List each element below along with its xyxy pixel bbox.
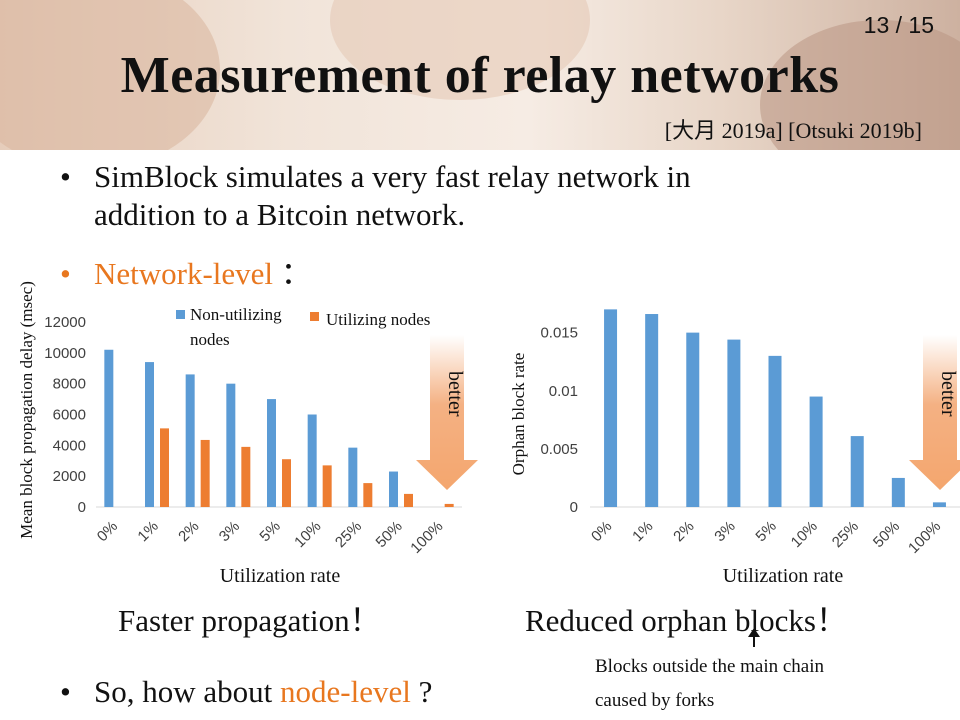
x-tick-label: 25%: [829, 518, 862, 551]
bullet-text: Network-level ：: [94, 255, 312, 293]
bar-0%: [604, 309, 618, 507]
bar-1%: [160, 428, 169, 507]
bar-25%: [348, 447, 358, 507]
note-line-2: caused by forks: [595, 690, 715, 711]
citation: [大月 2019a] [Otsuki 2019b]: [664, 118, 922, 143]
bar-5%: [768, 355, 782, 507]
bar-5%: [267, 399, 276, 507]
y-tick-label: 10000: [44, 345, 86, 362]
x-tick-label: 0%: [94, 518, 121, 545]
note-line-1: Blocks outside the main chain: [595, 656, 825, 677]
x-tick-label: 5%: [752, 518, 779, 545]
y-tick-label: 0.015: [540, 325, 578, 342]
colon: ：: [280, 256, 312, 291]
y-tick-label: 0: [78, 499, 86, 516]
bar-1%: [645, 314, 659, 507]
x-axis-label: Utilization rate: [723, 565, 844, 587]
pointer-head: [748, 628, 760, 637]
x-tick-label: 1%: [629, 518, 656, 545]
bar-50%: [891, 477, 905, 507]
bar-25%: [363, 483, 373, 507]
better-label: better: [444, 371, 466, 417]
caption-reduced-orphan: Reduced orphan blocks！: [525, 603, 847, 638]
y-tick-label: 6000: [53, 407, 86, 424]
bar-10%: [307, 414, 317, 507]
bullet-line-1: SimBlock simulates a very fast relay net…: [94, 159, 691, 194]
better-label: better: [937, 371, 959, 417]
so-how-about: So, how about: [94, 674, 273, 709]
y-tick-label: 8000: [53, 376, 86, 393]
legend-label-non-utilizing: Non-utilizing: [190, 305, 282, 324]
x-tick-label: 3%: [711, 518, 738, 545]
page-number: 13 / 15: [863, 12, 934, 38]
x-tick-label: 100%: [905, 518, 944, 557]
x-tick-label: 5%: [256, 518, 283, 545]
x-tick-label: 10%: [291, 518, 324, 551]
x-tick-label: 10%: [788, 518, 821, 551]
legend-swatch-non-utilizing: [176, 310, 185, 319]
bullet-dot: •: [60, 674, 71, 709]
better-arrow: [909, 335, 960, 490]
bar-3%: [727, 339, 741, 507]
y-tick-label: 4000: [53, 437, 86, 454]
bar-0%: [104, 349, 114, 507]
y-axis-label: Mean block propagation delay (msec): [17, 281, 36, 539]
x-tick-label: 50%: [870, 518, 903, 551]
bar-5%: [282, 459, 291, 507]
node-level-label: node-level: [280, 674, 411, 709]
x-tick-label: 100%: [407, 518, 446, 557]
bullet-dot: •: [60, 256, 71, 291]
map-shading: [0, 0, 220, 150]
bar-2%: [200, 439, 210, 507]
legend-label-utilizing: Utilizing nodes: [326, 310, 430, 329]
chart-propagation-delay: 0 2000 4000 6000 8000 10000 12000 0% 1% 2% 3% 5% 10%…: [17, 281, 478, 587]
y-axis-label: Orphan block rate: [509, 353, 528, 476]
bullet-dot: •: [60, 159, 71, 194]
chart-orphan-rate: 0 0.005 0.01 0.015 0% 1% 2% 3% 5% 10% 25% 50% 100% Ut…: [509, 309, 960, 587]
bullet-text: So, how about node-level ?: [94, 673, 432, 711]
header-background: [0, 0, 960, 150]
bar-1%: [145, 362, 154, 507]
y-tick-label: 2000: [53, 468, 86, 485]
bar-100%: [932, 502, 946, 507]
bullet-line-2: addition to a Bitcoin network.: [94, 197, 466, 232]
orphan-pointer-arrow: [748, 628, 760, 647]
bar-50%: [389, 471, 398, 507]
bar-2%: [185, 374, 195, 507]
x-tick-label: 2%: [175, 518, 202, 545]
legend-swatch-utilizing: [310, 312, 319, 321]
y-tick-label: 0.01: [549, 383, 578, 400]
x-tick-label: 3%: [216, 518, 243, 545]
x-tick-label: 50%: [373, 518, 406, 551]
bar-10%: [322, 465, 332, 507]
slide-title: Measurement of relay networks: [120, 47, 840, 104]
bar-25%: [850, 436, 864, 507]
y-tick-label: 0: [570, 499, 578, 516]
y-tick-label: 12000: [44, 314, 86, 331]
network-level-label: Network-level: [94, 256, 274, 291]
caption-faster-propagation: Faster propagation！: [118, 603, 381, 638]
bar-10%: [809, 396, 823, 507]
bar-50%: [404, 493, 413, 507]
x-tick-label: 2%: [670, 518, 697, 545]
x-axis-label: Utilization rate: [220, 565, 341, 587]
better-arrow: [416, 335, 478, 490]
y-tick-label: 0.005: [540, 441, 578, 458]
bar-100%: [444, 503, 454, 507]
legend-label-non-utilizing-line2: nodes: [190, 330, 230, 349]
orphan-definition-note: Blocks outside the main chain caused by …: [595, 650, 824, 718]
bar-2%: [686, 332, 700, 507]
x-tick-label: 0%: [588, 518, 615, 545]
x-tick-label: 1%: [134, 518, 161, 545]
question-mark: ?: [418, 674, 433, 709]
bar-3%: [226, 383, 236, 507]
bar-3%: [241, 446, 251, 507]
x-tick-label: 25%: [332, 518, 365, 551]
